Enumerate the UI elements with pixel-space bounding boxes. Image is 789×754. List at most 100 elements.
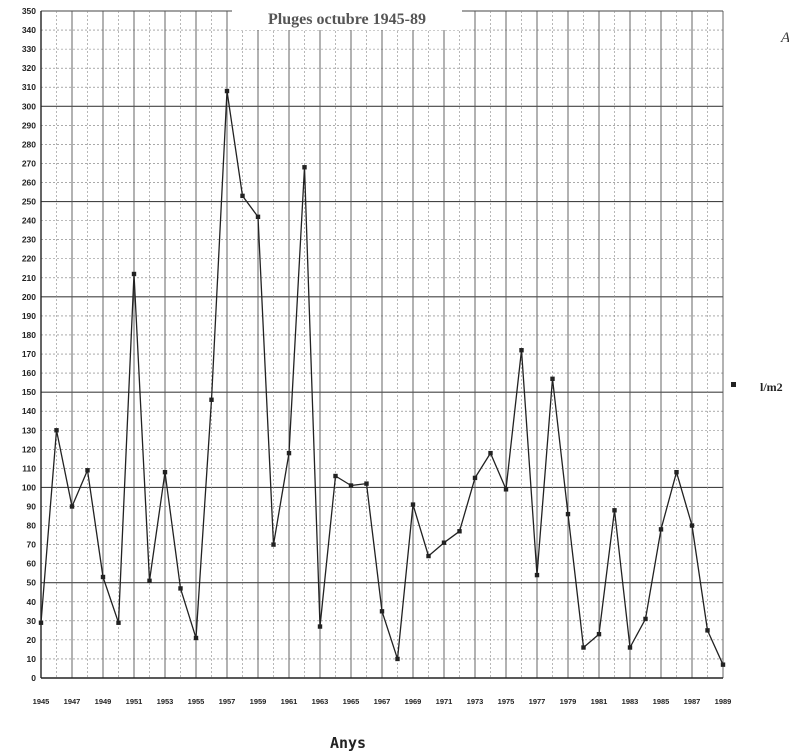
x-tick-label: 1955 bbox=[188, 697, 205, 706]
data-point bbox=[69, 504, 75, 509]
title-background bbox=[232, 8, 462, 30]
data-point bbox=[395, 656, 400, 662]
x-tick-label: 1977 bbox=[529, 697, 546, 706]
data-point bbox=[441, 540, 447, 545]
y-axis-ticks: 0 10 20 30 40 50 60 70 80 90 100 110 120 130 140 150 160… bbox=[22, 6, 36, 683]
y-tick-label: 80 bbox=[27, 521, 37, 531]
y-tick-label: 70 bbox=[27, 540, 37, 550]
data-point bbox=[674, 469, 679, 475]
y-tick-label: 190 bbox=[22, 311, 36, 321]
y-tick-label: 20 bbox=[27, 635, 37, 645]
data-point bbox=[550, 376, 555, 382]
data-point bbox=[720, 662, 726, 667]
data-point bbox=[364, 481, 369, 486]
y-tick-label: 0 bbox=[31, 673, 36, 683]
data-point bbox=[162, 469, 168, 475]
x-tick-label: 1989 bbox=[715, 697, 732, 706]
y-tick-label: 270 bbox=[22, 158, 36, 168]
y-tick-label: 180 bbox=[22, 330, 36, 340]
y-tick-label: 100 bbox=[22, 482, 36, 492]
y-tick-label: 170 bbox=[22, 349, 36, 359]
data-point bbox=[565, 511, 571, 517]
y-tick-label: 350 bbox=[22, 6, 36, 16]
data-point bbox=[643, 616, 648, 622]
y-tick-label: 50 bbox=[27, 578, 37, 588]
x-tick-label: 1975 bbox=[498, 697, 515, 706]
x-tick-label: 1957 bbox=[219, 697, 236, 706]
data-point bbox=[426, 553, 431, 559]
y-tick-label: 280 bbox=[22, 139, 36, 149]
data-point bbox=[317, 624, 323, 629]
data-point bbox=[596, 631, 602, 637]
y-tick-label: 320 bbox=[22, 63, 36, 73]
y-tick-label: 150 bbox=[22, 387, 36, 397]
data-point bbox=[209, 397, 214, 402]
y-tick-label: 340 bbox=[22, 25, 36, 35]
x-tick-label: 1973 bbox=[467, 697, 484, 706]
data-point bbox=[612, 508, 617, 513]
data-point bbox=[271, 542, 276, 547]
y-tick-label: 10 bbox=[27, 654, 37, 664]
x-axis-label: Anys bbox=[330, 734, 366, 752]
data-point bbox=[116, 620, 121, 625]
x-tick-label: 1969 bbox=[405, 697, 422, 706]
y-tick-label: 160 bbox=[22, 368, 36, 378]
y-tick-label: 130 bbox=[22, 425, 36, 435]
x-tick-label: 1953 bbox=[157, 697, 174, 706]
data-point bbox=[224, 88, 230, 94]
data-point bbox=[286, 450, 292, 456]
x-tick-label: 1971 bbox=[436, 697, 453, 706]
x-axis-ticks: 1945 1947 1949 1951 1953 1955 1957 1959 1961 1963… bbox=[33, 697, 732, 706]
y-tick-label: 60 bbox=[27, 559, 37, 569]
data-point bbox=[85, 468, 90, 473]
y-tick-label: 290 bbox=[22, 120, 36, 130]
data-point bbox=[255, 214, 261, 220]
y-tick-label: 40 bbox=[27, 597, 37, 607]
x-tick-label: 1963 bbox=[312, 697, 329, 706]
y-tick-label: 250 bbox=[22, 197, 36, 207]
legend-label: l/m2 bbox=[760, 380, 783, 394]
data-point bbox=[658, 527, 664, 532]
y-tick-label: 310 bbox=[22, 82, 36, 92]
y-tick-label: 210 bbox=[22, 273, 36, 283]
x-tick-label: 1981 bbox=[591, 697, 608, 706]
y-tick-label: 240 bbox=[22, 216, 36, 226]
data-point bbox=[100, 574, 106, 580]
y-tick-label: 260 bbox=[22, 178, 36, 188]
data-point bbox=[240, 193, 245, 199]
x-tick-label: 1983 bbox=[622, 697, 639, 706]
y-tick-label: 90 bbox=[27, 501, 37, 511]
x-tick-label: 1959 bbox=[250, 697, 267, 706]
data-point bbox=[581, 645, 586, 650]
data-point bbox=[503, 487, 509, 492]
edge-letter: A bbox=[780, 30, 789, 46]
data-point bbox=[488, 450, 493, 456]
x-tick-label: 1961 bbox=[281, 697, 298, 706]
grid-lines bbox=[40, 10, 724, 679]
y-tick-label: 30 bbox=[27, 616, 37, 626]
data-point bbox=[705, 628, 710, 633]
legend: l/m2 bbox=[731, 380, 783, 394]
data-point bbox=[147, 578, 152, 584]
data-point bbox=[627, 645, 633, 650]
data-point bbox=[54, 428, 59, 433]
x-tick-label: 1985 bbox=[653, 697, 670, 706]
legend-marker bbox=[731, 382, 736, 387]
data-point bbox=[534, 572, 540, 578]
data-point bbox=[519, 348, 524, 353]
x-tick-label: 1951 bbox=[126, 697, 143, 706]
data-point bbox=[472, 475, 478, 481]
data-point bbox=[410, 502, 416, 507]
y-tick-label: 120 bbox=[22, 444, 36, 454]
data-point bbox=[302, 165, 307, 170]
x-tick-label: 1967 bbox=[374, 697, 391, 706]
x-tick-label: 1987 bbox=[684, 697, 701, 706]
y-tick-label: 230 bbox=[22, 235, 36, 245]
data-series bbox=[38, 88, 726, 667]
data-point bbox=[38, 620, 44, 625]
data-point bbox=[178, 586, 183, 591]
x-tick-label: 1965 bbox=[343, 697, 360, 706]
x-tick-label: 1945 bbox=[33, 697, 50, 706]
y-tick-label: 220 bbox=[22, 254, 36, 264]
